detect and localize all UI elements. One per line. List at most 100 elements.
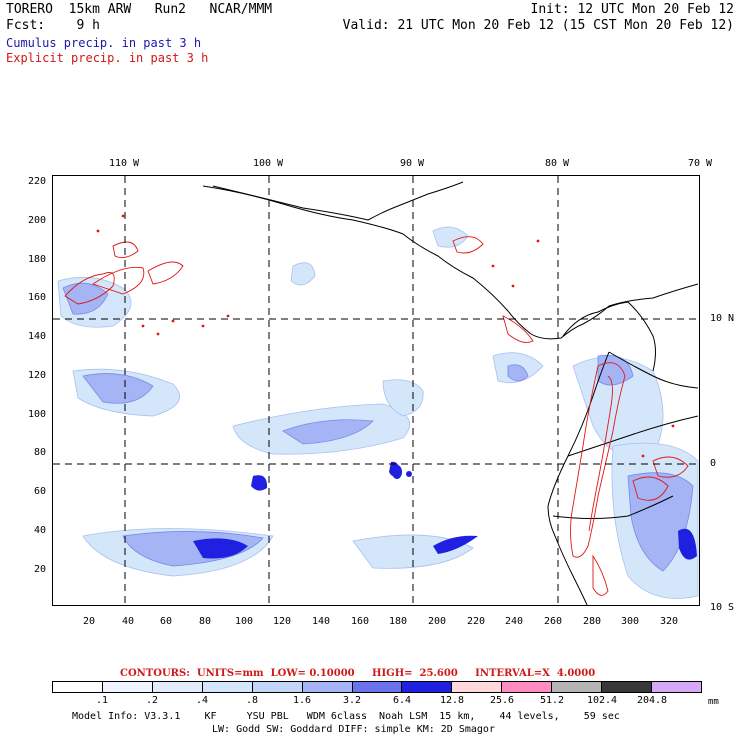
y-tick: 220 bbox=[27, 176, 46, 187]
contour-info: CONTOURS: UNITS=mm LOW= 0.10000 HIGH= 25… bbox=[120, 668, 596, 679]
x-tick: 180 bbox=[388, 616, 408, 627]
y-tick: 120 bbox=[27, 370, 46, 381]
colorbar-swatch bbox=[302, 682, 353, 692]
colorbar-swatch bbox=[652, 682, 701, 692]
x-tick: 240 bbox=[504, 616, 524, 627]
y-tick: 160 bbox=[27, 292, 46, 303]
colorbar-swatch bbox=[352, 682, 403, 692]
colorbar-swatch bbox=[602, 682, 653, 692]
contour bbox=[592, 554, 609, 596]
precip-area bbox=[433, 535, 478, 554]
colorbar-label: 3.2 bbox=[342, 695, 362, 706]
country-border bbox=[608, 351, 699, 389]
contour bbox=[91, 266, 145, 295]
contour bbox=[632, 476, 669, 501]
coastline bbox=[562, 301, 629, 337]
lon-label-70w: 70 W bbox=[687, 158, 713, 169]
coastline bbox=[212, 181, 464, 221]
precip-area bbox=[82, 373, 154, 404]
colorbar-label: 6.4 bbox=[392, 695, 412, 706]
lon-label-80w: 80 W bbox=[544, 158, 570, 169]
init-time: Init: 12 UTC Mon 20 Feb 12 bbox=[530, 2, 735, 17]
explicit-legend: Explicit precip. in past 3 h bbox=[6, 51, 209, 65]
galapagos-islands bbox=[392, 465, 412, 479]
x-tick: 80 bbox=[198, 616, 212, 627]
x-tick: 220 bbox=[466, 616, 486, 627]
x-tick: 300 bbox=[620, 616, 640, 627]
colorbar-label: 25.6 bbox=[489, 695, 515, 706]
colorbar-swatch bbox=[202, 682, 253, 692]
contour bbox=[147, 261, 184, 285]
precip-area bbox=[290, 262, 316, 286]
x-tick: 60 bbox=[159, 616, 173, 627]
graticule bbox=[53, 176, 699, 605]
explicit-precip-contours bbox=[64, 236, 689, 596]
x-tick: 40 bbox=[121, 616, 135, 627]
colorbar-swatch bbox=[53, 682, 103, 692]
precip-area bbox=[678, 528, 697, 560]
contour bbox=[64, 272, 115, 305]
x-tick: 320 bbox=[659, 616, 679, 627]
colorbar-unit: mm bbox=[708, 697, 719, 707]
y-tick: 180 bbox=[27, 254, 46, 265]
colorbar bbox=[52, 681, 702, 693]
explicit-precip-specks bbox=[96, 214, 675, 458]
y-tick: 100 bbox=[27, 409, 46, 420]
y-tick: 20 bbox=[33, 564, 46, 575]
precip-map bbox=[52, 175, 700, 606]
colorbar-label: 1.6 bbox=[292, 695, 312, 706]
country-border bbox=[567, 415, 699, 457]
cumulus-legend: Cumulus precip. in past 3 h bbox=[6, 36, 202, 50]
physics-info: LW: Godd SW: Goddard DIFF: simple KM: 2D… bbox=[212, 724, 495, 735]
colorbar-swatch bbox=[502, 682, 553, 692]
colorbar-label: 204.8 bbox=[636, 695, 668, 706]
colorbar-swatch bbox=[552, 682, 603, 692]
y-tick: 80 bbox=[33, 447, 46, 458]
coastline bbox=[547, 351, 610, 605]
y-tick: 140 bbox=[27, 331, 46, 342]
colorbar-label: 12.8 bbox=[439, 695, 465, 706]
x-tick: 160 bbox=[350, 616, 370, 627]
precip-area bbox=[193, 538, 248, 559]
contour bbox=[652, 456, 689, 478]
country-border bbox=[552, 495, 674, 519]
model-info: Model Info: V3.3.1 KF YSU PBL WDM 6class… bbox=[72, 711, 620, 722]
contour bbox=[112, 241, 139, 259]
model-title: TORERO 15km ARW Run2 NCAR/MMM bbox=[6, 2, 273, 17]
x-tick: 20 bbox=[82, 616, 96, 627]
precip-area bbox=[282, 419, 374, 445]
x-tick: 120 bbox=[272, 616, 292, 627]
contour bbox=[502, 315, 534, 343]
valid-time: Valid: 21 UTC Mon 20 Feb 12 (15 CST Mon … bbox=[342, 18, 734, 33]
colorbar-swatch bbox=[452, 682, 503, 692]
map-canvas bbox=[53, 176, 699, 605]
lat-label-0: 0 bbox=[710, 458, 717, 469]
y-tick: 60 bbox=[33, 486, 46, 497]
coastline bbox=[202, 185, 699, 340]
x-tick: 140 bbox=[311, 616, 331, 627]
colorbar-label: 102.4 bbox=[586, 695, 618, 706]
lon-label-90w: 90 W bbox=[399, 158, 425, 169]
y-tick: 40 bbox=[33, 525, 46, 536]
colorbar-label: .4 bbox=[195, 695, 209, 706]
forecast-hour: Fcst: 9 h bbox=[6, 18, 100, 33]
colorbar-label: .2 bbox=[145, 695, 159, 706]
colorbar-label: .1 bbox=[95, 695, 109, 706]
colorbar-swatch bbox=[402, 682, 453, 692]
colorbar-swatch bbox=[102, 682, 153, 692]
coastlines bbox=[202, 181, 699, 605]
colorbar-label: 51.2 bbox=[539, 695, 565, 706]
x-tick: 100 bbox=[234, 616, 254, 627]
contour bbox=[452, 236, 484, 254]
precip-area bbox=[507, 364, 529, 382]
lat-label-10s: 10 S bbox=[710, 602, 735, 613]
x-tick: 260 bbox=[543, 616, 563, 627]
lon-label-110w: 110 W bbox=[108, 158, 140, 169]
colorbar-swatch bbox=[252, 682, 303, 692]
precip-area bbox=[432, 226, 469, 248]
colorbar-label: .8 bbox=[245, 695, 259, 706]
lon-label-100w: 100 W bbox=[252, 158, 284, 169]
y-tick: 200 bbox=[27, 215, 46, 226]
country-border bbox=[627, 301, 656, 372]
contour bbox=[570, 362, 626, 558]
